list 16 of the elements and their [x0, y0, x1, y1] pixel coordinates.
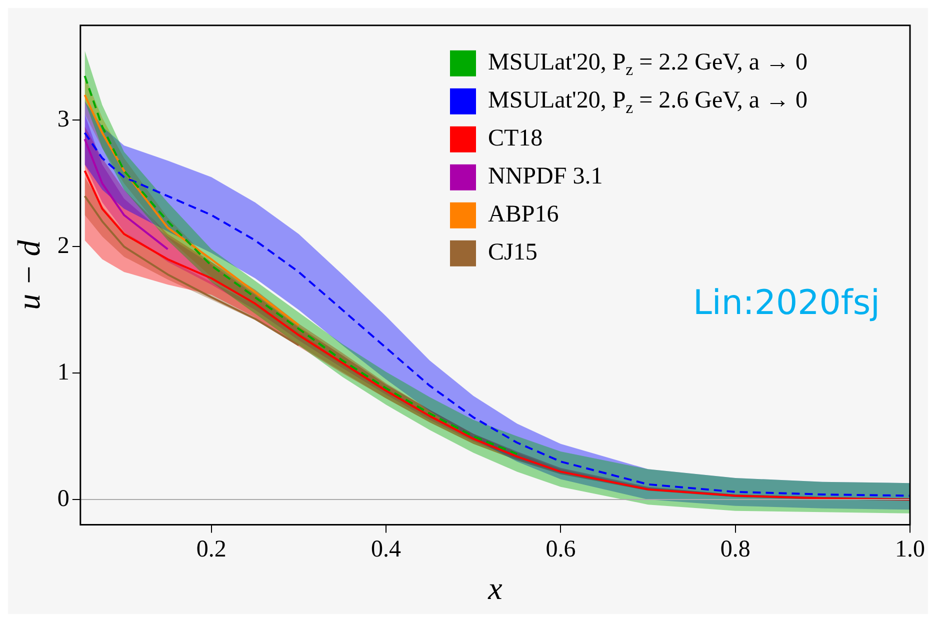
- legend-label: CJ15: [488, 240, 538, 266]
- y-tick-label: 0: [57, 486, 70, 512]
- x-tick-label: 0.6: [546, 536, 576, 562]
- y-tick-label: 2: [57, 232, 70, 259]
- x-tick-label: 0.8: [720, 536, 750, 562]
- x-axis-title: x: [487, 570, 502, 606]
- annotation: Lin:2020fsj: [692, 283, 880, 324]
- x-tick-label: 0.2: [196, 536, 226, 562]
- x-tick-label: 1.0: [895, 536, 925, 562]
- y-tick-label: 3: [57, 106, 70, 133]
- y-tick-label: 1: [57, 359, 70, 386]
- x-tick-label: 0.4: [371, 536, 402, 562]
- legend-label: ABP16: [488, 202, 559, 228]
- y-axis-title: u − d: [10, 239, 47, 310]
- legend-label: NNPDF 3.1: [488, 164, 603, 190]
- legend-label: CT18: [488, 126, 543, 152]
